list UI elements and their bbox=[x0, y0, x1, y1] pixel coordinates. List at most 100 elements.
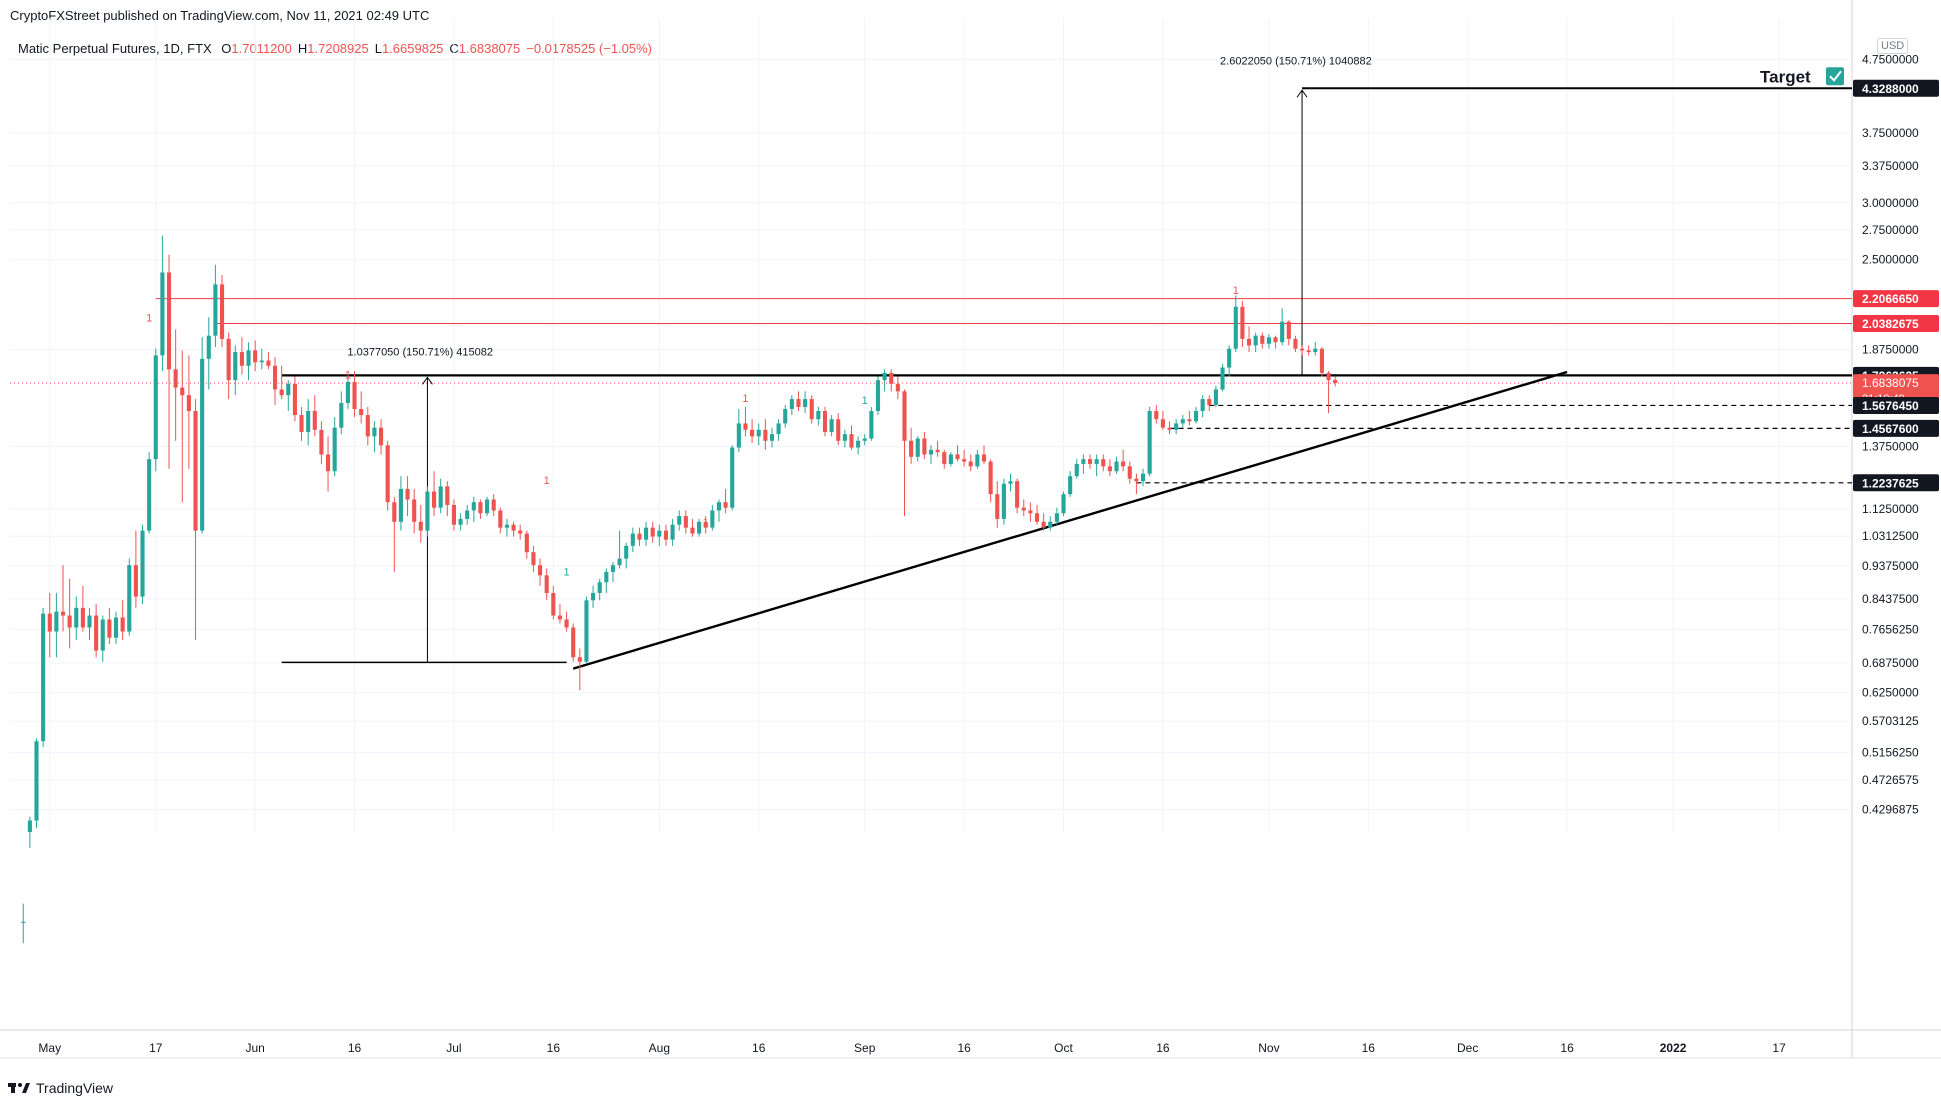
candle-body bbox=[730, 447, 735, 508]
candle-body bbox=[233, 352, 238, 381]
candle bbox=[518, 524, 523, 540]
candle bbox=[617, 530, 622, 569]
candle-body bbox=[1127, 466, 1132, 479]
candle-body bbox=[836, 419, 841, 441]
price-tick-label: 0.5156250 bbox=[1862, 746, 1919, 760]
candle-body bbox=[87, 615, 92, 628]
candle-body bbox=[405, 488, 410, 500]
candle bbox=[80, 585, 85, 632]
candle-body bbox=[1213, 389, 1218, 405]
candle bbox=[445, 481, 450, 517]
ohlc-values: O1.7011200H1.7208925L1.6659825C1.6838075… bbox=[215, 41, 652, 56]
candle-body bbox=[637, 533, 642, 540]
candle-body bbox=[113, 617, 119, 638]
candle bbox=[398, 476, 403, 531]
candle bbox=[988, 459, 993, 503]
candle-body bbox=[213, 284, 218, 336]
candle-body bbox=[849, 434, 854, 448]
time-tick-label: 16 bbox=[1362, 1041, 1376, 1055]
candle bbox=[783, 404, 788, 428]
candle-body bbox=[219, 284, 225, 339]
candle bbox=[736, 408, 741, 453]
candle-body bbox=[352, 381, 357, 409]
candle bbox=[544, 568, 549, 601]
price-badge-label: 1.5676450 bbox=[1862, 399, 1919, 413]
candle bbox=[1266, 334, 1271, 349]
candle bbox=[1280, 308, 1285, 346]
candle-body bbox=[246, 350, 251, 366]
candle bbox=[239, 337, 244, 375]
candle-body bbox=[789, 399, 794, 409]
candle bbox=[471, 496, 476, 522]
candle bbox=[491, 494, 496, 517]
candle bbox=[1147, 406, 1152, 477]
candle bbox=[836, 413, 841, 446]
candle bbox=[624, 542, 629, 569]
candle-body bbox=[438, 486, 443, 508]
candle-body bbox=[60, 611, 66, 616]
candle-body bbox=[299, 415, 304, 432]
candle bbox=[412, 488, 417, 534]
candle-body bbox=[1160, 419, 1165, 428]
check-icon bbox=[1826, 67, 1844, 86]
candle-body bbox=[458, 518, 463, 525]
candle-body bbox=[557, 615, 563, 620]
candle bbox=[1246, 326, 1252, 353]
candle-body bbox=[140, 530, 145, 597]
candle bbox=[1200, 395, 1205, 418]
candle-body bbox=[796, 399, 801, 407]
price-tick-label: 2.5000000 bbox=[1862, 253, 1919, 267]
price-badge-label: 1.2237625 bbox=[1862, 476, 1919, 490]
time-tick-label: 16 bbox=[1156, 1041, 1170, 1055]
candle-body bbox=[425, 491, 430, 531]
candle-body bbox=[160, 272, 165, 356]
candle bbox=[763, 419, 768, 450]
candle bbox=[1087, 454, 1093, 469]
measure-arrowhead bbox=[422, 376, 433, 385]
candle bbox=[1333, 376, 1338, 387]
candle bbox=[511, 521, 516, 537]
candle-body bbox=[763, 429, 768, 441]
candle bbox=[1227, 345, 1232, 377]
candle bbox=[286, 380, 291, 412]
candle-body bbox=[955, 454, 960, 460]
candle bbox=[716, 499, 722, 522]
candle-body bbox=[1253, 335, 1258, 346]
candle bbox=[531, 545, 536, 572]
candle-body bbox=[597, 582, 602, 593]
candle bbox=[697, 518, 702, 537]
candle bbox=[849, 425, 854, 450]
candle bbox=[1160, 411, 1165, 430]
candle bbox=[1193, 406, 1199, 424]
candle-body bbox=[1266, 337, 1271, 344]
candle-body bbox=[107, 619, 112, 638]
currency-badge[interactable]: USD bbox=[1877, 38, 1909, 54]
price-badge-label: 1.6838075 bbox=[1862, 376, 1919, 390]
candle-body bbox=[1008, 481, 1013, 484]
candle-body bbox=[1207, 399, 1212, 405]
candle-body bbox=[54, 611, 59, 632]
candle bbox=[637, 527, 642, 546]
candle bbox=[133, 530, 138, 608]
td-marker: 1 bbox=[862, 395, 868, 407]
candle bbox=[1127, 461, 1132, 484]
candle bbox=[47, 592, 52, 658]
price-badge-label: 2.0382675 bbox=[1862, 317, 1919, 331]
time-tick-label: 16 bbox=[752, 1041, 766, 1055]
candle-body bbox=[27, 820, 32, 832]
time-tick-label: Jun bbox=[245, 1041, 264, 1055]
candle-body bbox=[902, 391, 907, 441]
candle-body bbox=[392, 502, 397, 522]
candle bbox=[776, 419, 781, 441]
candle bbox=[372, 421, 377, 453]
candle-body bbox=[630, 533, 635, 546]
candle-body bbox=[677, 516, 682, 525]
candle bbox=[1028, 502, 1033, 522]
candle bbox=[1121, 449, 1126, 472]
candle-body bbox=[339, 403, 344, 428]
candle bbox=[538, 558, 543, 586]
candle bbox=[663, 524, 669, 546]
candle bbox=[630, 527, 635, 553]
candle bbox=[1008, 473, 1013, 492]
